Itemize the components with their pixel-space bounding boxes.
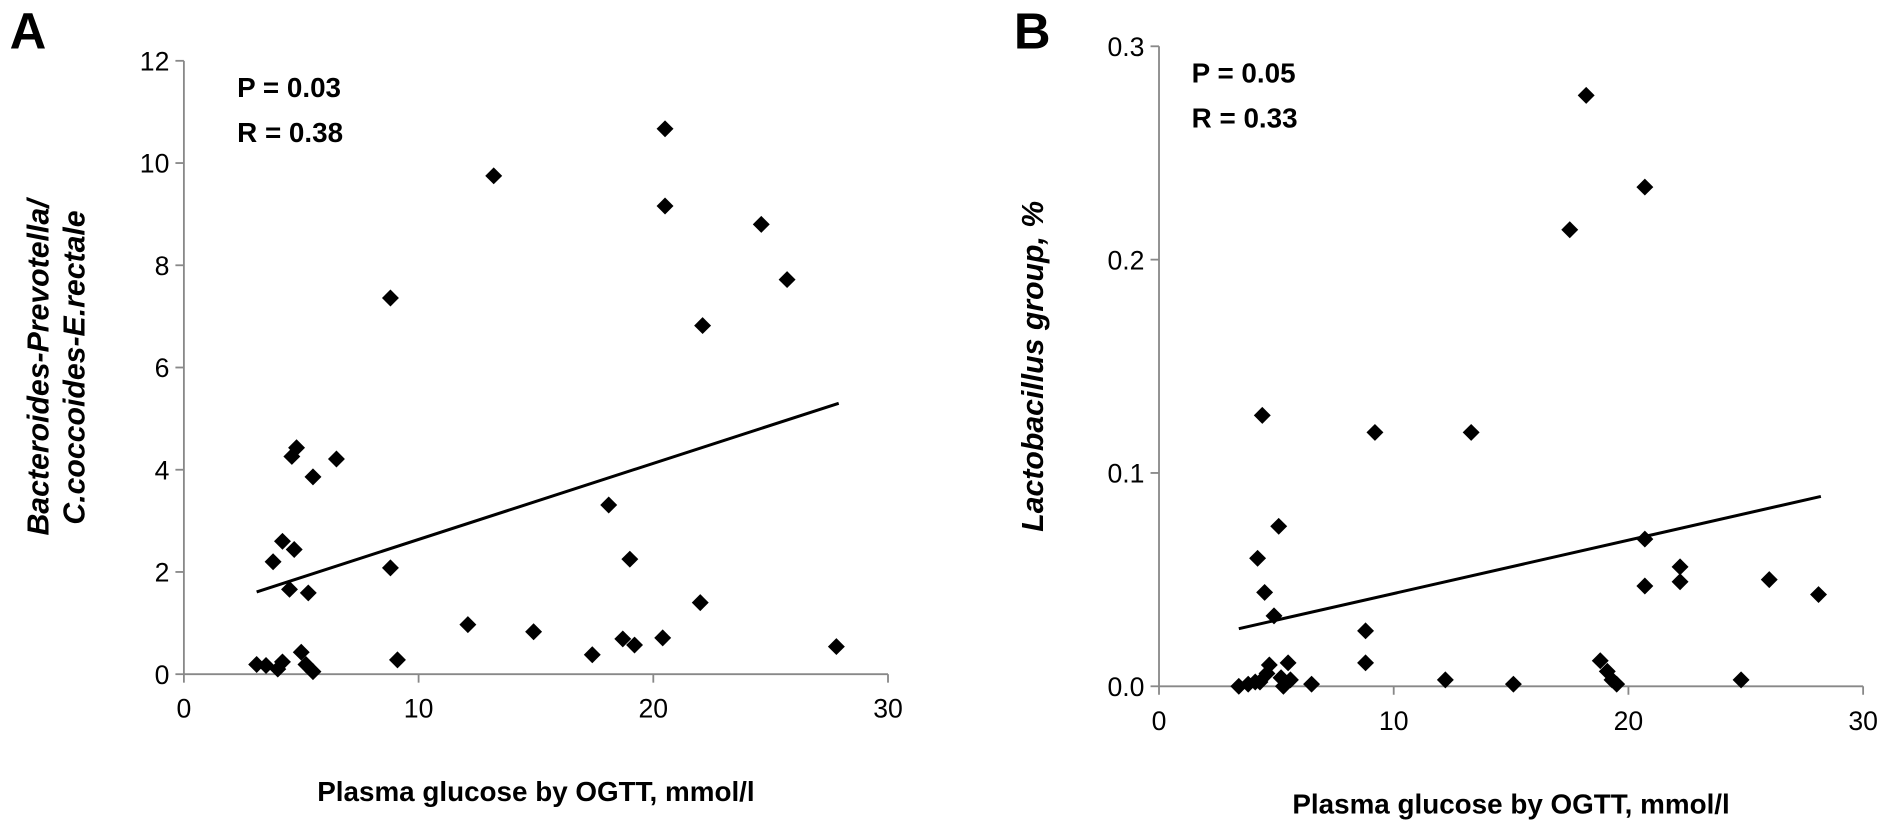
point <box>459 616 477 634</box>
x-axis-label: Plasma glucose by OGTT, mmol/l <box>317 776 754 807</box>
x-tick-label: 0 <box>1152 706 1167 736</box>
point <box>1253 406 1271 424</box>
point <box>1260 656 1278 674</box>
point <box>626 636 643 654</box>
x-tick-label: 10 <box>1379 706 1409 736</box>
point <box>1810 586 1827 604</box>
panel-label: A <box>10 3 47 60</box>
point <box>1270 517 1288 535</box>
point <box>292 643 310 661</box>
point <box>621 550 639 568</box>
point <box>1636 178 1654 196</box>
x-tick-label: 0 <box>176 694 191 724</box>
y-tick-label: 0.0 <box>1107 672 1144 702</box>
x-tick-label: 10 <box>404 694 434 724</box>
annotation: R = 0.33 <box>1192 102 1298 133</box>
point <box>583 646 601 664</box>
trend-line <box>256 401 840 594</box>
point <box>304 468 322 486</box>
point <box>1256 583 1274 601</box>
point <box>525 623 543 641</box>
point <box>327 450 345 468</box>
point <box>288 439 306 457</box>
point <box>285 541 303 558</box>
point <box>381 559 399 577</box>
y-tick-label: 8 <box>155 251 170 281</box>
point <box>1357 654 1375 672</box>
point <box>381 289 399 307</box>
point <box>1561 221 1579 239</box>
trend-line <box>1238 494 1822 631</box>
annotation: P = 0.03 <box>237 72 341 103</box>
point <box>299 584 317 602</box>
point <box>274 653 291 671</box>
point <box>1732 671 1750 689</box>
y-axis-label: C.coccoides-E.rectale <box>59 210 92 524</box>
point <box>1760 571 1778 589</box>
y-tick-label: 0.1 <box>1107 459 1144 489</box>
x-tick-label: 30 <box>873 694 903 724</box>
point <box>694 317 712 335</box>
point <box>281 580 298 598</box>
y-tick-label: 0.2 <box>1107 245 1144 275</box>
y-tick-label: 10 <box>140 149 170 179</box>
point <box>654 629 672 647</box>
y-tick-label: 0 <box>155 660 170 690</box>
y-axis-label: Bacteroides-Prevotella/ <box>22 196 55 536</box>
point <box>389 651 406 669</box>
point <box>1636 577 1654 595</box>
point <box>656 120 674 138</box>
y-tick-label: 6 <box>155 353 170 383</box>
point <box>1504 675 1522 693</box>
point <box>1577 86 1595 104</box>
point <box>1366 423 1384 441</box>
point <box>304 663 322 681</box>
point <box>1357 622 1375 640</box>
point <box>1436 671 1454 689</box>
annotation: P = 0.05 <box>1192 58 1296 89</box>
point <box>752 215 770 233</box>
x-axis-label: Plasma glucose by OGTT, mmol/l <box>1292 788 1729 819</box>
x-tick-label: 30 <box>1848 706 1878 736</box>
y-axis-label: Lactobacillus group, % <box>1017 201 1050 532</box>
y-tick-label: 4 <box>155 455 170 485</box>
point <box>1591 652 1609 670</box>
point <box>1671 558 1689 576</box>
point <box>1249 549 1267 567</box>
point <box>485 167 503 185</box>
y-tick-label: 12 <box>140 46 170 76</box>
point <box>1671 573 1689 591</box>
y-tick-label: 0.3 <box>1107 32 1144 62</box>
point <box>600 496 618 514</box>
point <box>1303 675 1321 693</box>
x-tick-label: 20 <box>638 694 668 724</box>
point <box>1608 675 1626 693</box>
point <box>1281 671 1299 689</box>
point <box>656 197 674 215</box>
point <box>274 532 291 550</box>
x-tick-label: 20 <box>1614 706 1644 736</box>
panel-label: B <box>1014 3 1051 60</box>
point <box>264 553 282 571</box>
point <box>691 594 709 612</box>
point <box>1279 654 1297 672</box>
y-tick-label: 2 <box>155 558 170 588</box>
point <box>1462 423 1480 441</box>
annotation: R = 0.38 <box>237 117 343 148</box>
point <box>827 638 845 656</box>
point <box>778 271 796 289</box>
point <box>614 630 632 648</box>
